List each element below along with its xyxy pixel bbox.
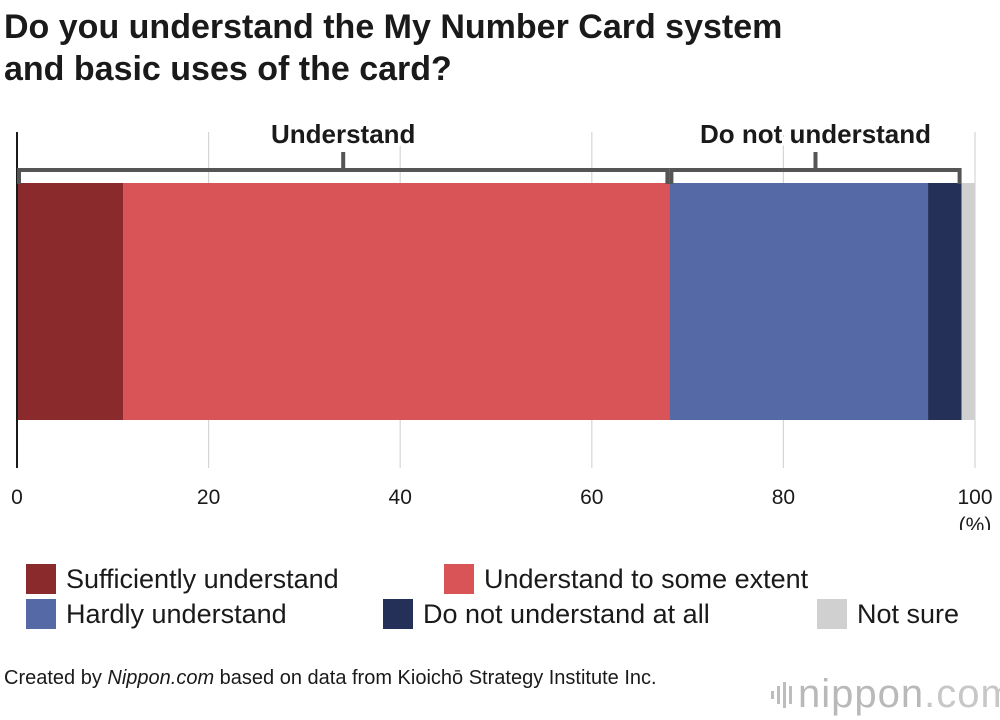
nippon-logo: nippon.com [770, 672, 1000, 717]
bar-segment-not-sure [961, 183, 975, 420]
bracket-do-not-understand-line [669, 168, 962, 184]
x-tick-label-60: 60 [580, 486, 603, 509]
legend-item-do-not-understand-at-all: Do not understand at all [383, 599, 710, 629]
x-tick-label-0: 0 [11, 486, 23, 509]
legend-swatch-understand-to-some-extent [444, 564, 474, 594]
sound-wave-icon [771, 681, 792, 708]
bar-segment-do-not-understand-at-all [928, 183, 962, 420]
chart-title-line-2: and basic uses of the card? [4, 50, 452, 88]
legend-label-understand-to-some-extent: Understand to some extent [484, 564, 809, 594]
x-tick-label-100: 100 [957, 486, 992, 509]
legend-item-hardly-understand: Hardly understand [26, 599, 287, 629]
bracket-understand-label: Understand [271, 119, 415, 149]
legend-item-not-sure: Not sure [817, 599, 959, 629]
legend-label-hardly-understand: Hardly understand [66, 599, 287, 629]
source-prefix: Created by [4, 667, 108, 689]
source-suffix: based on data from Kioichō Strategy Inst… [214, 667, 657, 689]
source-note: Created by Nippon.com based on data from… [4, 664, 704, 692]
chart-title: Do you understand the My Number Card sys… [4, 6, 984, 90]
legend-swatch-do-not-understand-at-all [383, 599, 413, 629]
bracket-do-not-understand-label: Do not understand [700, 119, 931, 149]
legend-swatch-sufficiently-understand [26, 564, 56, 594]
bar-segment-sufficiently-understand [17, 183, 124, 420]
x-tick-label-20: 20 [197, 486, 220, 509]
x-axis-unit: (%) [959, 514, 992, 530]
source-site: Nippon.com [107, 667, 215, 689]
legend-item-sufficiently-understand: Sufficiently understand [26, 564, 339, 594]
x-tick-label-40: 40 [389, 486, 412, 509]
legend-label-not-sure: Not sure [857, 599, 960, 629]
logo-brand: nippon [798, 672, 925, 716]
logo-tld: .com [924, 672, 1000, 716]
legend-swatch-not-sure [817, 599, 847, 629]
bar-segment-hardly-understand [669, 183, 929, 420]
logo-text: nippon.com [798, 672, 1000, 717]
stacked-bar-chart: 0 20 40 60 80 100 (%) Understand Do not understa… [11, 119, 993, 530]
legend-label-sufficiently-understand: Sufficiently understand [66, 564, 339, 594]
bracket-understand-line [17, 168, 670, 184]
chart-title-line-1: Do you understand the My Number Card sys… [4, 8, 783, 46]
x-tick-label-80: 80 [772, 486, 795, 509]
legend-label-do-not-understand-at-all: Do not understand at all [423, 599, 710, 629]
bar-segment-understand-to-some-extent [123, 183, 670, 420]
legend-swatch-hardly-understand [26, 599, 56, 629]
legend-item-understand-to-some-extent: Understand to some extent [444, 564, 808, 594]
